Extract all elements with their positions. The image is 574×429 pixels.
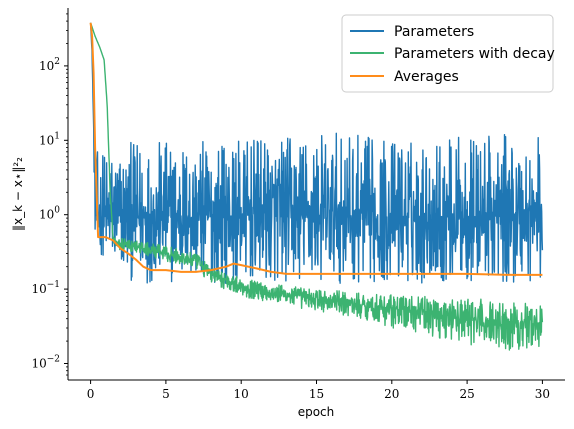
y-tick-label: 10−1	[31, 280, 60, 296]
plot-lines	[89, 22, 544, 351]
legend: Parameters Parameters with decay Average…	[341, 14, 555, 93]
x-tick-label: 30	[535, 387, 550, 401]
legend-label-averages: Averages	[394, 69, 459, 85]
y-axis-label: ‖x_k − x⋆‖²₂	[11, 157, 25, 231]
y-tick-label: 10−2	[31, 354, 60, 370]
x-tick-label: 20	[384, 387, 399, 401]
legend-label-parameters-with-decay: Parameters with decay	[394, 46, 555, 62]
x-tick-label: 25	[459, 387, 474, 401]
y-tick-label: 100	[39, 206, 60, 222]
x-axis-label: epoch	[298, 405, 335, 419]
x-tick-label: 10	[234, 387, 249, 401]
series-line-parameters	[89, 22, 544, 284]
x-tick-label: 5	[162, 387, 170, 401]
legend-box	[341, 14, 554, 93]
x-tick-label: 0	[87, 387, 95, 401]
series-line-parameters-with-decay	[89, 22, 544, 351]
legend-label-parameters: Parameters	[394, 24, 474, 40]
y-tick-label: 101	[39, 131, 60, 147]
ticks: 0 5 10 15 20 25 30 10−2 10−1 100 101 102	[31, 13, 550, 401]
x-tick-label: 15	[309, 387, 324, 401]
y-tick-label: 102	[39, 57, 60, 73]
series-line-averages	[89, 22, 543, 276]
